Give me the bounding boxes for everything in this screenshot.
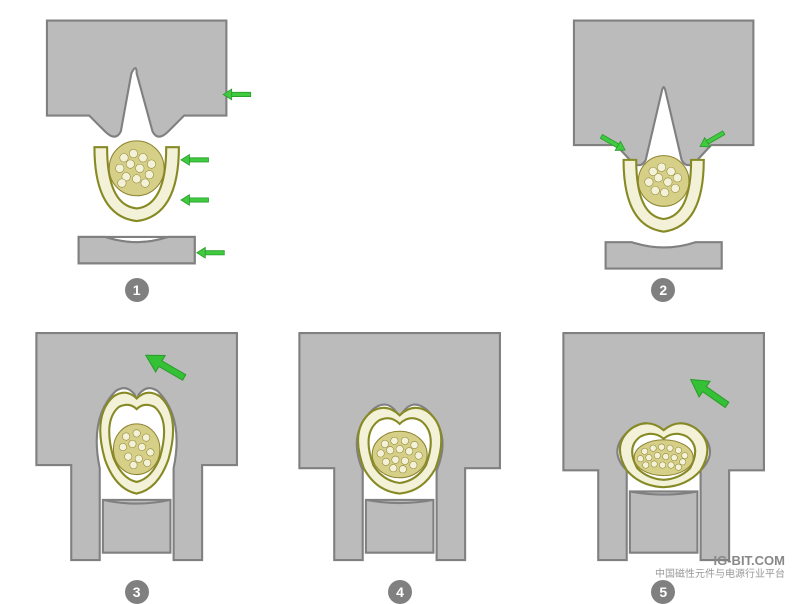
watermark: IG-BIT.COM 中国磁性元件与电源行业平台 — [655, 553, 785, 581]
step-badge-2: 2 — [651, 278, 675, 302]
step-badge-1: 1 — [125, 278, 149, 302]
empty-cell — [273, 10, 526, 302]
step-badge-5: 5 — [651, 580, 675, 604]
panel-step-4: 4 — [273, 312, 526, 604]
step-number: 5 — [659, 584, 667, 600]
panel-step-3: 3 — [10, 312, 263, 604]
step-badge-3: 3 — [125, 580, 149, 604]
diagram-step-4 — [273, 312, 526, 576]
diagram-step-1 — [10, 10, 263, 274]
step-number: 3 — [133, 584, 141, 600]
watermark-main: IG-BIT.COM — [655, 553, 785, 569]
diagram-step-3 — [10, 312, 263, 576]
step-number: 1 — [133, 282, 141, 298]
step-number: 4 — [396, 584, 404, 600]
step-badge-4: 4 — [388, 580, 412, 604]
step-number: 2 — [659, 282, 667, 298]
watermark-sub: 中国磁性元件与电源行业平台 — [655, 569, 785, 581]
diagram-step-2 — [537, 10, 790, 274]
diagram-step-5 — [537, 312, 790, 576]
panel-step-2: 2 — [537, 10, 790, 302]
panel-step-1: 1 — [10, 10, 263, 302]
